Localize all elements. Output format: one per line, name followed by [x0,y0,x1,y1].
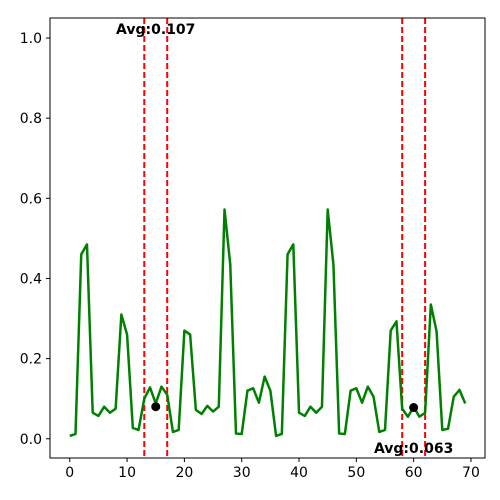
series-layer [69,208,467,438]
annotation-label-1: Avg:0.063 [374,441,453,457]
y-tick-label: 0.0 [20,432,42,448]
annotations: Avg:0.107 Avg:0.063 [116,22,453,457]
marker-points [151,402,419,413]
x-tick-label: 70 [462,465,480,481]
axes-frame [49,17,486,459]
y-tick-label: 0.4 [20,271,42,287]
x-tick-label: 20 [175,465,193,481]
marker-point-0 [151,402,161,412]
annotation-label-0: Avg:0.107 [116,22,195,38]
series-line-0 [69,208,467,438]
y-tick-label: 0.2 [20,352,42,368]
x-axis-ticks: 0 10 20 30 40 50 60 70 [65,458,480,481]
y-tick-label: 0.6 [20,191,42,207]
x-tick-label: 60 [405,465,423,481]
x-tick-label: 10 [118,465,136,481]
vertical-lines [143,18,427,458]
marker-point-1 [409,403,419,413]
y-tick-label: 0.8 [20,111,42,127]
x-tick-label: 30 [233,465,251,481]
x-tick-label: 0 [65,465,74,481]
y-axis-ticks: 0.0 0.2 0.4 0.6 0.8 1.0 [20,31,50,448]
x-tick-label: 50 [347,465,365,481]
x-tick-label: 40 [290,465,308,481]
y-tick-label: 1.0 [20,31,42,47]
